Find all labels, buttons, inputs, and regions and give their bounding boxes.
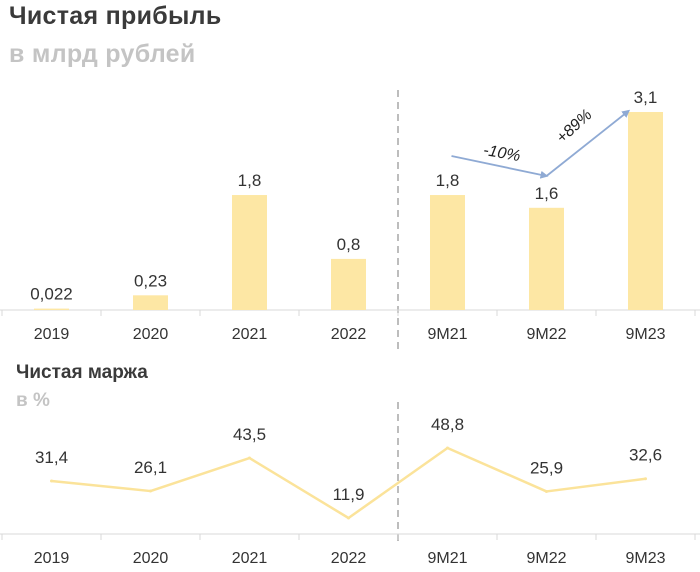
net-profit-bar-chart: 0,022 2019 0,23 2020 1,8 2021 0,8 2022 1,8 9M21 1,…: [0, 88, 700, 352]
bar: [331, 258, 366, 310]
x-tick-label: 2022: [331, 326, 367, 343]
data-point: [644, 477, 647, 481]
data-point: [545, 489, 548, 493]
data-label: 3,1: [634, 88, 658, 107]
bar: [133, 295, 168, 310]
data-label: 0,022: [30, 285, 73, 304]
x-tick-label: 2021: [232, 326, 268, 343]
change-label: +89%: [553, 106, 595, 146]
data-label: 1,8: [436, 171, 460, 190]
x-tick-label: 9M21: [427, 326, 467, 343]
data-label: 11,9: [333, 485, 365, 504]
bar: [430, 195, 465, 310]
data-point: [149, 489, 152, 493]
x-tick-label: 9M23: [625, 550, 665, 567]
x-tick-label: 2019: [34, 326, 70, 343]
data-label: 25,9: [530, 458, 563, 477]
change-arrow: [545, 109, 631, 177]
margin-chart-subtitle: в %: [16, 390, 50, 411]
bar: [628, 112, 663, 310]
x-tick-label: 2020: [133, 326, 169, 343]
x-tick-label: 9M21: [427, 550, 467, 567]
net-margin-line-chart: 31,4 2019 26,1 2020 43,5 2021 11,9 2022 48,8 9M21…: [0, 402, 700, 567]
data-label: 31,4: [35, 448, 68, 467]
data-label: 1,6: [535, 184, 559, 203]
data-label: 1,8: [238, 171, 262, 190]
bar: [232, 195, 267, 310]
x-tick-label: 2021: [232, 550, 268, 567]
x-tick-label: 9M22: [526, 326, 566, 343]
data-point: [446, 446, 449, 450]
change-arrow: [451, 155, 549, 179]
x-tick-label: 2019: [34, 550, 70, 567]
chart-title: Чистая прибыль: [9, 2, 222, 30]
x-tick-label: 2022: [331, 550, 367, 567]
data-point: [50, 479, 53, 483]
data-label: 0,23: [134, 271, 167, 290]
bar: [34, 308, 69, 310]
x-tick-label: 9M23: [625, 326, 665, 343]
data-label: 43,5: [233, 425, 266, 444]
data-label: 32,6: [629, 446, 662, 465]
bar: [529, 207, 564, 310]
data-label: 48,8: [431, 415, 464, 434]
chart-subtitle: в млрд рублей: [9, 40, 196, 68]
data-point: [248, 456, 251, 460]
data-point: [347, 516, 350, 520]
data-label: 26,1: [134, 458, 167, 477]
data-label: 0,8: [337, 235, 361, 254]
change-label: -10%: [482, 142, 522, 165]
margin-chart-title: Чистая маржа: [16, 362, 148, 383]
x-tick-label: 9M22: [526, 550, 566, 567]
x-tick-label: 2020: [133, 550, 169, 567]
